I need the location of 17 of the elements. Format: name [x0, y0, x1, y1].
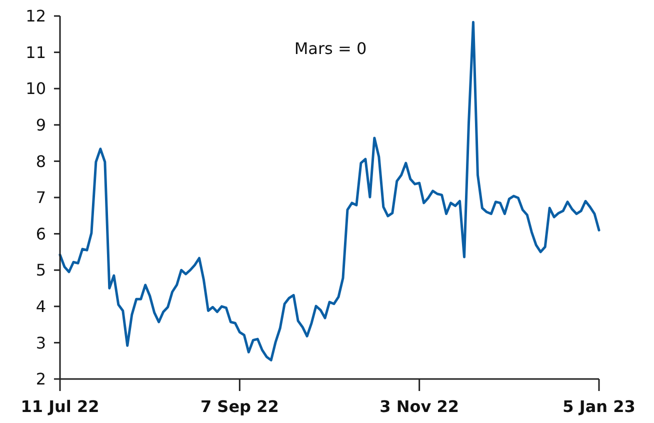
y-tick-label: 2 — [36, 370, 46, 389]
y-tick-label: 11 — [26, 42, 46, 62]
annotation: Mars = 0 — [294, 39, 367, 58]
y-tick-label: 9 — [36, 116, 46, 134]
line-series — [58, 20, 600, 362]
y-tick-label: 4 — [36, 297, 46, 316]
x-tick-label: 3 Nov 22 — [380, 397, 460, 416]
y-tick-label: 12 — [26, 6, 46, 26]
x-tick-label: 7 Sep 22 — [200, 397, 279, 416]
y-tick-label: 3 — [36, 333, 46, 352]
x-tick-label: 5 Jan 23 — [562, 397, 636, 416]
y-tick-label: 10 — [26, 79, 46, 98]
y-tick-label: 6 — [36, 224, 46, 244]
y-tick-label: 7 — [36, 188, 46, 208]
y-tick-label: 8 — [36, 152, 46, 171]
y-tick-label: 5 — [36, 260, 46, 280]
x-tick-label: 11 Jul 22 — [20, 397, 100, 416]
